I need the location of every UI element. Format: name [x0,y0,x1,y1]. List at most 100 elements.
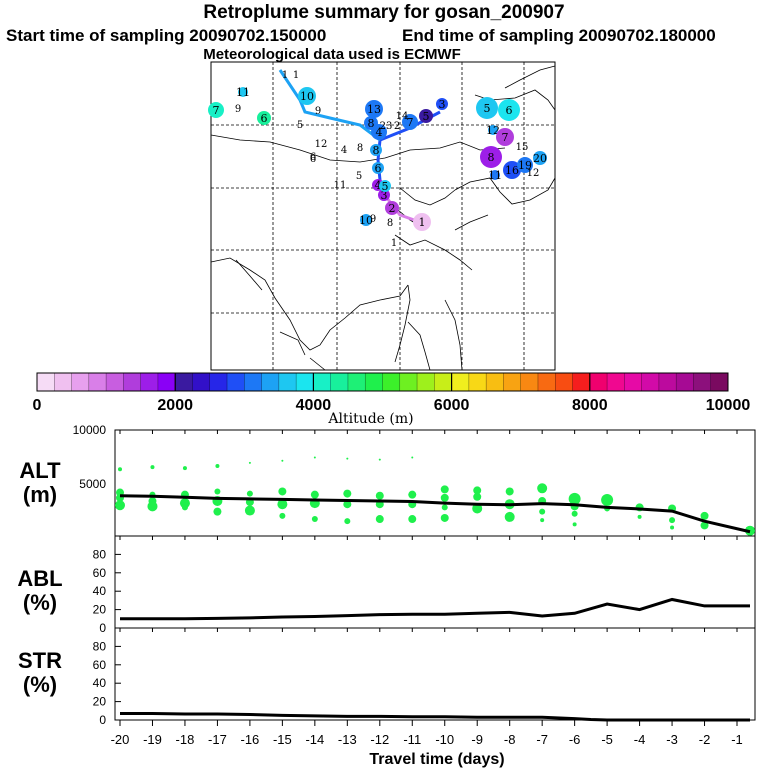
colorbar-swatch [261,373,280,391]
alt-point [441,504,448,511]
map-extra-label: 1 [391,238,397,249]
map-marker [379,180,391,192]
map-marker [490,170,500,180]
map-extra-label: 5 [356,171,362,182]
alt-point [473,492,482,501]
map-marker-label: 11 [236,86,250,99]
str-ytick-label: 20 [93,695,107,709]
map-marker-label: 8 [488,151,495,164]
colorbar-swatch [572,373,591,391]
str-ytick-label: 40 [93,676,107,690]
colorbar-swatch [520,373,539,391]
str-panel-frame [114,627,756,721]
alt-point [248,461,251,464]
alt-point [700,511,709,520]
str-ytick-label: 0 [99,713,106,727]
map-extra-label: 4 [341,145,347,156]
map-marker-label: 13 [367,103,381,116]
map-marker [365,100,383,118]
coastlines [210,65,556,371]
colorbar: 0 2000 4000 6000 8000 10000 [33,372,751,414]
map-marker-label: 5 [484,102,491,115]
alt-point [669,517,676,524]
alt-point [244,505,255,516]
map-extra-label: 23 [380,121,393,132]
colorbar-tick-label: 6000 [434,397,470,414]
alt-point [115,500,125,511]
alt-panel-frame [114,429,756,537]
alt-point [343,500,352,509]
str-ytick-label: 60 [93,658,107,672]
colorbar-tick-label: 10000 [706,397,751,414]
map-marker-label: 16 [505,164,519,177]
colorbar-swatch [37,373,55,391]
alt-point [537,483,548,494]
x-axis-label: Travel time (days) [369,751,504,768]
abl-ytick-label: 60 [93,566,107,580]
colorbar-tick-label: 8000 [572,397,608,414]
map-extra-label: 8 [387,218,393,229]
alt-point [278,487,287,496]
alt-point [411,456,414,459]
map-marker [378,189,390,201]
map-extra-label: 9 [370,214,376,225]
colorbar-swatch [296,373,314,391]
alt-point [473,486,482,495]
colorbar-swatch [140,373,159,391]
str-yticks: 0 20 40 60 80 [93,628,738,727]
alt-point [310,490,319,499]
map-panel: 1234561112467111013875485687161920103115… [208,61,556,371]
alt-ylabel: ALT [19,458,61,483]
x-tick-label: -15 [273,732,292,747]
map-marker-label: 8 [373,144,380,157]
map-marker-label: 19 [518,159,532,172]
x-tick-label: -18 [176,732,195,747]
alt-point [343,489,352,498]
colorbar-swatch [624,373,643,391]
x-tick-label: -11 [403,732,421,747]
alt-point [215,464,220,469]
alt-point [279,512,286,519]
map-marker [503,161,521,179]
colorbar-tick-label: 0 [33,397,42,414]
map-gridlines [211,62,555,370]
map-extra-label: 5 [297,120,303,131]
colorbar-swatch [468,373,487,391]
colorbar-swatch [227,373,245,391]
start-time-label: Start time of sampling 20090702.150000 [6,26,327,45]
str-ylabel-unit: (%) [23,672,57,697]
x-tick-label: -12 [370,732,389,747]
map-extra-label: 11 [334,180,347,191]
map-marker [419,109,433,123]
str-line [120,712,750,722]
colorbar-swatch [607,373,625,391]
alt-point [313,456,316,459]
x-tick-label: -20 [111,732,130,747]
colorbar-swatch [503,373,522,391]
colorbar-swatch [417,373,435,391]
alt-ylabel-unit: (m) [23,482,57,507]
x-axis-ticks: -20 -19 -18 -17 -16 -15 -14 -13 -12 -11 -10 -9 -8 -7 -… [111,720,743,747]
str-ylabel: STR [18,648,62,673]
colorbar-swatch [106,373,124,391]
colorbar-swatch [313,373,332,391]
colorbar-swatch [693,373,712,391]
x-tick-label: -3 [666,732,678,747]
map-marker [385,201,399,215]
alt-point [118,467,122,472]
map-extra-label: 6 [310,152,316,163]
alt-point [700,521,709,530]
map-extra-label: 1 [282,70,288,81]
colorbar-swatch [486,373,504,391]
colorbar-tick-label: 2000 [157,397,193,414]
alt-point [504,511,515,522]
alt-point [277,499,288,510]
colorbar-tick-label: 4000 [296,397,332,414]
map-extra-label: 9 [315,106,321,117]
map-marker [257,111,271,125]
abl-ytick-label: 80 [93,547,107,561]
alt-points [115,456,755,536]
colorbar-swatch [123,373,142,391]
map-marker [488,125,498,135]
map-marker-label: 7 [407,116,414,129]
